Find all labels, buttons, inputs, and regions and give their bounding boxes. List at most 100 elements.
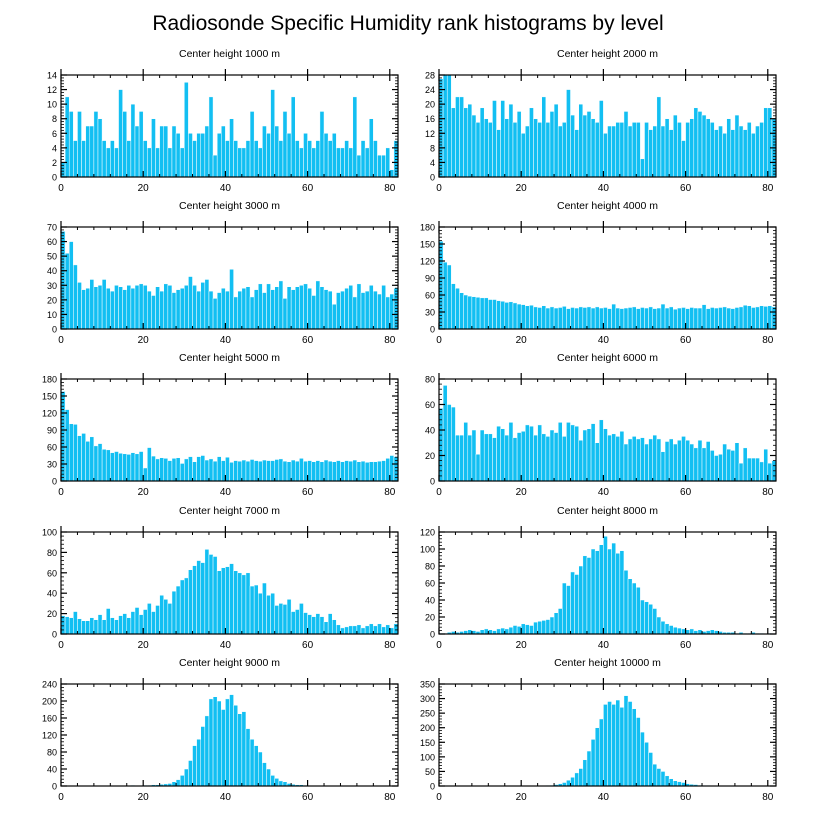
histogram-bar <box>595 443 599 481</box>
histogram-bar <box>649 604 653 634</box>
histogram-bar <box>677 440 681 481</box>
histogram-bar <box>172 591 176 634</box>
y-tick-label: 0 <box>430 325 435 335</box>
histogram-bar <box>488 434 492 481</box>
histogram-bar <box>513 438 517 481</box>
histogram-bar <box>357 155 361 177</box>
histogram-bar <box>242 148 246 177</box>
histogram-bar <box>312 295 316 329</box>
histogram-bar <box>151 456 155 481</box>
histogram-bar <box>213 461 217 481</box>
histogram-bar <box>279 459 283 481</box>
x-tick-label: 80 <box>762 335 774 346</box>
histogram-bar <box>603 429 607 481</box>
histogram-bar <box>451 284 455 329</box>
histogram-bar <box>123 454 127 481</box>
y-tick-label: 16 <box>425 114 435 124</box>
y-tick-label: 350 <box>420 680 435 690</box>
histogram-bar <box>328 291 332 329</box>
histogram-bar <box>266 769 270 786</box>
histogram-bar <box>299 458 303 481</box>
histogram-bar <box>390 170 394 177</box>
histogram-bar <box>760 122 764 177</box>
y-tick-label: 0 <box>430 477 435 487</box>
x-tick-label: 80 <box>762 487 774 498</box>
histogram-bar <box>373 141 377 177</box>
histogram-bar <box>587 558 591 635</box>
histogram-bar <box>669 626 673 635</box>
histogram-bar <box>246 141 250 177</box>
histogram-bar <box>632 307 636 329</box>
histogram-bar <box>505 302 509 329</box>
histogram-bar <box>640 732 644 786</box>
histogram-bar <box>221 288 225 329</box>
histogram-bar <box>94 620 98 634</box>
histogram-bar <box>686 440 690 481</box>
histogram-bar <box>653 764 657 786</box>
histogram-bar <box>316 281 320 329</box>
histogram-bar <box>127 618 131 634</box>
histogram-bar <box>468 630 472 634</box>
histogram-bar <box>201 456 205 482</box>
histogram-bar <box>636 587 640 634</box>
histogram-bar <box>160 595 164 634</box>
y-tick-label: 200 <box>420 723 435 733</box>
histogram-bar <box>230 564 234 634</box>
histogram-bar <box>653 609 657 635</box>
histogram-bar <box>575 426 579 481</box>
histogram-bar <box>525 306 529 329</box>
histogram-bar <box>529 108 533 177</box>
histogram-bar <box>665 441 669 481</box>
histogram-bar <box>61 162 65 177</box>
histogram-bar <box>73 141 77 177</box>
histogram-bar <box>254 290 258 329</box>
x-tick-label: 0 <box>436 640 442 651</box>
histogram-bar <box>747 458 751 481</box>
histogram-bar <box>201 282 205 329</box>
histogram-bar <box>603 536 607 634</box>
histogram-bar <box>234 705 238 786</box>
histogram-bar <box>65 97 69 177</box>
histogram-bar <box>193 462 197 481</box>
histogram-bar <box>747 306 751 329</box>
histogram-bar <box>525 126 529 177</box>
histogram-bar <box>147 291 151 329</box>
histogram-bar <box>542 620 546 634</box>
histogram-bar <box>258 593 262 634</box>
histogram-bar <box>439 408 443 481</box>
histogram-bar <box>677 122 681 177</box>
histogram-bar <box>139 452 143 481</box>
histogram-bar <box>554 613 558 634</box>
histogram-bar <box>349 461 353 481</box>
x-tick-label: 40 <box>220 335 232 346</box>
histogram-bar <box>644 122 648 177</box>
histogram-bar <box>287 287 291 329</box>
histogram-bar <box>176 458 180 481</box>
histogram-bar <box>312 617 316 634</box>
y-tick-label: 30 <box>425 308 435 318</box>
histogram-bar <box>472 430 476 481</box>
histogram-bar <box>653 435 657 481</box>
histogram-bar <box>468 435 472 481</box>
histogram-bar <box>698 308 702 329</box>
y-tick-label: 20 <box>47 295 57 305</box>
histogram-bar <box>768 463 772 481</box>
histogram-bar <box>488 630 492 634</box>
histogram-bar <box>624 308 628 329</box>
histogram-bar <box>612 704 616 786</box>
histogram-bar <box>90 437 94 481</box>
histogram-bar <box>612 543 616 634</box>
y-tick-label: 60 <box>47 237 57 247</box>
histogram-bar <box>246 729 250 786</box>
histogram-bar <box>102 141 106 177</box>
histogram-bar <box>324 622 328 634</box>
x-tick-label: 20 <box>138 792 150 803</box>
histogram-bar <box>710 307 714 329</box>
histogram-bar <box>694 308 698 329</box>
y-tick-label: 4 <box>52 143 57 153</box>
histogram-bar <box>279 781 283 786</box>
y-tick-label: 80 <box>425 562 435 572</box>
histogram-bar <box>476 454 480 481</box>
histogram-bar <box>77 111 81 177</box>
histogram-bar <box>258 284 262 329</box>
